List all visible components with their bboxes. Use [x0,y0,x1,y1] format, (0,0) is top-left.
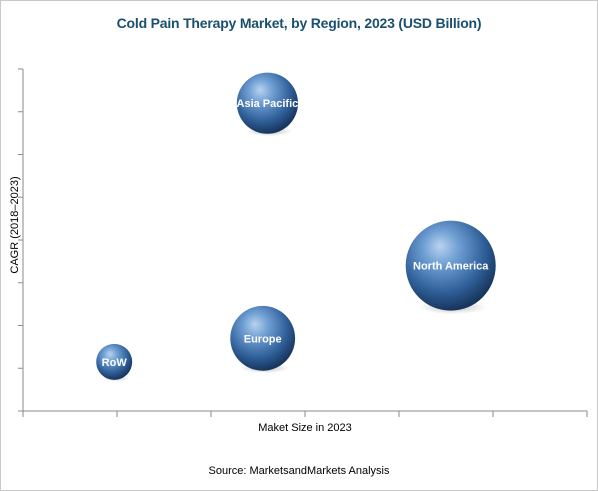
bubble-label: RoW [102,357,128,369]
bubbles: Asia Pacific North America Europe RoW [96,72,496,382]
bubble-label: Asia Pacific [237,98,299,110]
source-note: Source: MarketsandMarkets Analysis [208,465,390,477]
bubble-label: North America [413,261,489,273]
bubble-point [236,72,298,134]
bubble-point [96,343,133,380]
chart-title: Cold Pain Therapy Market, by Region, 202… [116,15,482,31]
bubble-point [405,220,496,311]
axes [18,68,588,417]
bubble-label: Europe [244,333,282,345]
bubble-point [230,305,296,371]
y-axis-title: CAGR (2018–2023) [9,176,21,273]
x-axis-title: Maket Size in 2023 [258,422,352,434]
